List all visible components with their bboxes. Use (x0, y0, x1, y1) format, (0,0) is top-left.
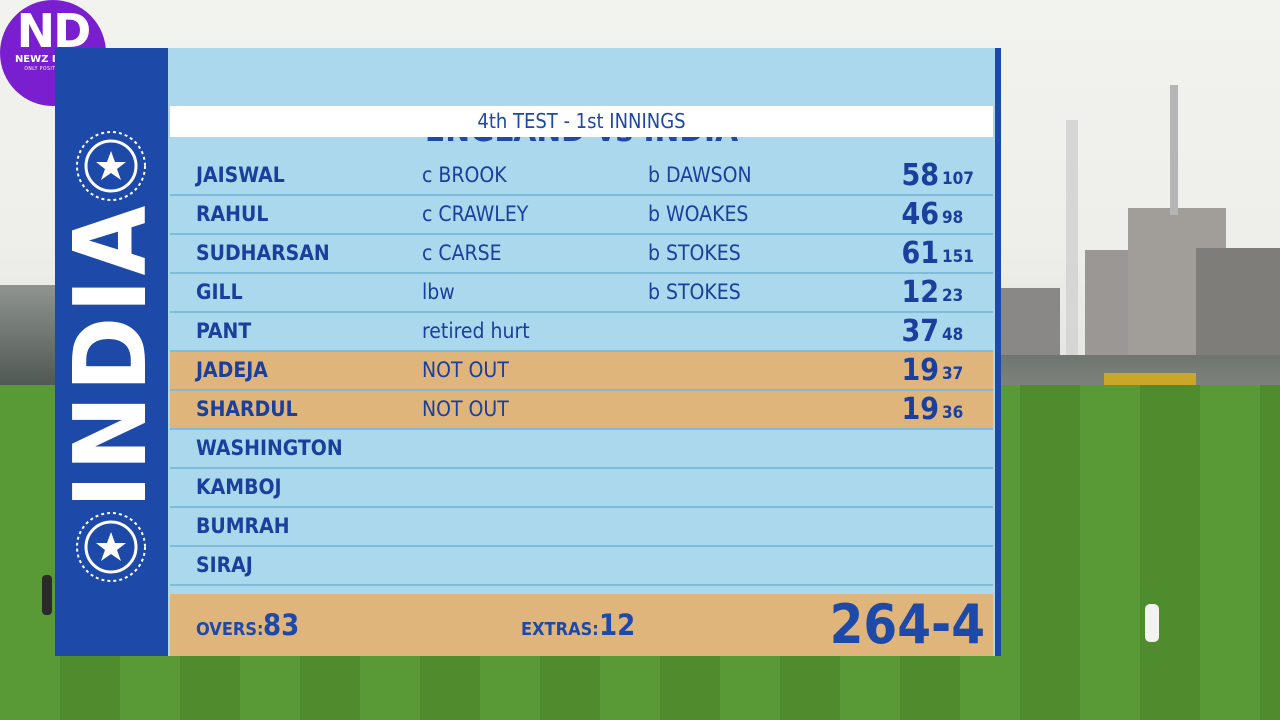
batter-row: KAMBOJ (170, 469, 993, 508)
stadium-building (1196, 248, 1280, 363)
bowler: b STOKES (648, 280, 741, 304)
team-side-banner: INDIA (55, 48, 168, 656)
batter-name: SIRAJ (196, 553, 253, 577)
batter-row: SIRAJ (170, 547, 993, 586)
balls-faced: 36 (942, 403, 964, 423)
batter-row: SUDHARSAN c CARSE b STOKES 61 151 (170, 235, 993, 274)
batter-row: JADEJA NOT OUT 19 37 (170, 352, 993, 391)
balls-faced: 98 (942, 208, 964, 228)
runs: 37 (901, 314, 939, 349)
dismissal: NOT OUT (422, 358, 509, 382)
fielder-figure (1145, 604, 1159, 642)
panel-edge (995, 48, 1001, 656)
batter-name: JADEJA (196, 358, 268, 382)
runs: 46 (901, 197, 939, 232)
bowler: b WOAKES (648, 202, 749, 226)
runs: 12 (901, 275, 939, 310)
runs: 61 (901, 236, 939, 271)
logo-mark: ND (16, 4, 92, 58)
dismissal: lbw (422, 280, 455, 304)
batter-name: JAISWAL (196, 163, 285, 187)
runs: 19 (901, 353, 939, 388)
innings-subtitle: 4th TEST - 1st INNINGS (170, 106, 993, 137)
dismissal: c CARSE (422, 241, 502, 265)
extras-value: 12 (599, 608, 636, 642)
batter-name: SHARDUL (196, 397, 298, 421)
batter-name: PANT (196, 319, 252, 343)
batter-row: GILL lbw b STOKES 12 23 (170, 274, 993, 313)
batter-name: KAMBOJ (196, 475, 282, 499)
batter-row: JAISWAL c BROOK b DAWSON 58 107 (170, 157, 993, 196)
logo-name: NEWZ DADDY (14, 54, 92, 65)
logo-tagline: ONLY POSITIVE NEWS (24, 66, 82, 72)
extras-label: EXTRAS: (521, 619, 599, 640)
runs: 19 (901, 392, 939, 427)
batter-name: BUMRAH (196, 514, 290, 538)
crane-tower (1170, 85, 1178, 215)
batter-name: WASHINGTON (196, 436, 343, 460)
bowler: b DAWSON (648, 163, 752, 187)
overs-value: 83 (263, 608, 300, 642)
dismissal: retired hurt (422, 319, 530, 343)
batter-name: SUDHARSAN (196, 241, 330, 265)
dismissal: NOT OUT (422, 397, 509, 421)
batter-row: PANT retired hurt 37 48 (170, 313, 993, 352)
batter-row: BUMRAH (170, 508, 993, 547)
stadium-building (1000, 288, 1060, 368)
runs: 58 (901, 158, 939, 193)
scorecard-footer: OVERS: 83 EXTRAS: 12 264-4 (170, 594, 993, 656)
batter-row: SHARDUL NOT OUT 19 36 (170, 391, 993, 430)
batter-name: RAHUL (196, 202, 269, 226)
total-score: 264-4 (829, 593, 985, 656)
balls-faced: 107 (942, 169, 974, 189)
bcci-emblem-icon (76, 512, 146, 582)
batter-row: RAHUL c CRAWLEY b WOAKES 46 98 (170, 196, 993, 235)
bcci-emblem-icon (76, 131, 146, 201)
dismissal: c BROOK (422, 163, 507, 187)
balls-faced: 48 (942, 325, 964, 345)
bowler: b STOKES (648, 241, 741, 265)
balls-faced: 23 (942, 286, 964, 306)
team-name-vertical: INDIA (55, 201, 168, 509)
dismissal: c CRAWLEY (422, 202, 529, 226)
fielder-figure (42, 575, 52, 615)
floodlight-pylon (1066, 120, 1078, 370)
balls-faced: 151 (942, 247, 974, 267)
balls-faced: 37 (942, 364, 964, 384)
overs-label: OVERS: (196, 619, 264, 640)
batter-name: GILL (196, 280, 243, 304)
batter-row: WASHINGTON (170, 430, 993, 469)
